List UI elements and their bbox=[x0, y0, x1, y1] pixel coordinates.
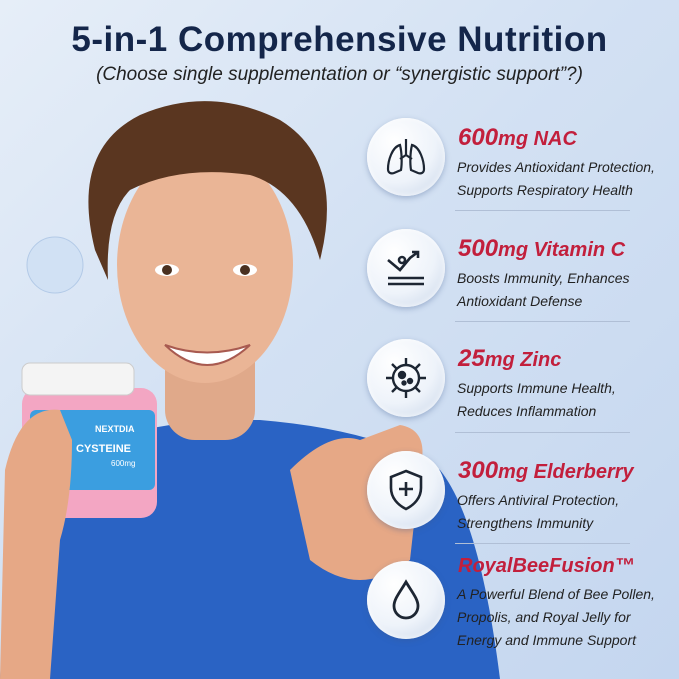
feature-heading: 500mg Vitamin C bbox=[458, 235, 626, 262]
feature-nac: 600mg NAC Provides Antioxidant Protectio… bbox=[365, 118, 679, 218]
feature-heading: 25mg Zinc bbox=[458, 345, 562, 372]
droplet-icon bbox=[367, 561, 445, 639]
holding-hand bbox=[0, 409, 72, 679]
feature-description: Provides Antioxidant Protection, Supports… bbox=[457, 159, 655, 198]
divider bbox=[455, 210, 630, 211]
page-title: 5-in-1 Comprehensive Nutrition bbox=[71, 20, 608, 59]
page-subtitle: (Choose single supplementation or “syner… bbox=[96, 64, 583, 85]
smile bbox=[164, 344, 251, 366]
divider bbox=[455, 321, 630, 322]
divider bbox=[455, 543, 630, 544]
hair bbox=[88, 101, 327, 281]
feature-heading: 600mg NAC bbox=[458, 124, 577, 151]
face bbox=[117, 147, 293, 383]
lungs-icon bbox=[367, 118, 445, 196]
feature-description: Boosts Immunity, Enhances Antioxidant Def… bbox=[457, 270, 630, 309]
virus-icon bbox=[367, 339, 445, 417]
shield-plus-icon bbox=[367, 451, 445, 529]
jar-name: CYSTEINE bbox=[76, 443, 131, 455]
feature-royalbeefusion: RoyalBeeFusion™ A Powerful Blend of Bee … bbox=[365, 555, 679, 676]
feature-vitamin-c: 500mg Vitamin C Boosts Immunity, Enhance… bbox=[365, 229, 679, 329]
feature-description: Supports Immune Health, Reduces Inflammat… bbox=[457, 380, 616, 419]
jar-dose: 600mg bbox=[111, 459, 135, 468]
feature-elderberry: 300mg Elderberry Offers Antiviral Protec… bbox=[365, 451, 679, 551]
divider bbox=[455, 432, 630, 433]
feature-description: A Powerful Blend of Bee Pollen, Propolis,… bbox=[457, 586, 655, 648]
feature-description: Offers Antiviral Protection, Strengthens … bbox=[457, 492, 620, 531]
jar-brand: NEXTDIA bbox=[95, 424, 135, 434]
feature-heading: 300mg Elderberry bbox=[458, 457, 634, 484]
jar-label: NEXTDIA CYSTEINE 600mg bbox=[76, 424, 135, 468]
feature-heading: RoyalBeeFusion™ bbox=[458, 555, 635, 577]
feature-zinc: 25mg Zinc Supports Immune Health, Reduces… bbox=[365, 339, 679, 439]
rising-arrow-icon bbox=[367, 229, 445, 307]
bubble-decoration bbox=[26, 236, 84, 294]
